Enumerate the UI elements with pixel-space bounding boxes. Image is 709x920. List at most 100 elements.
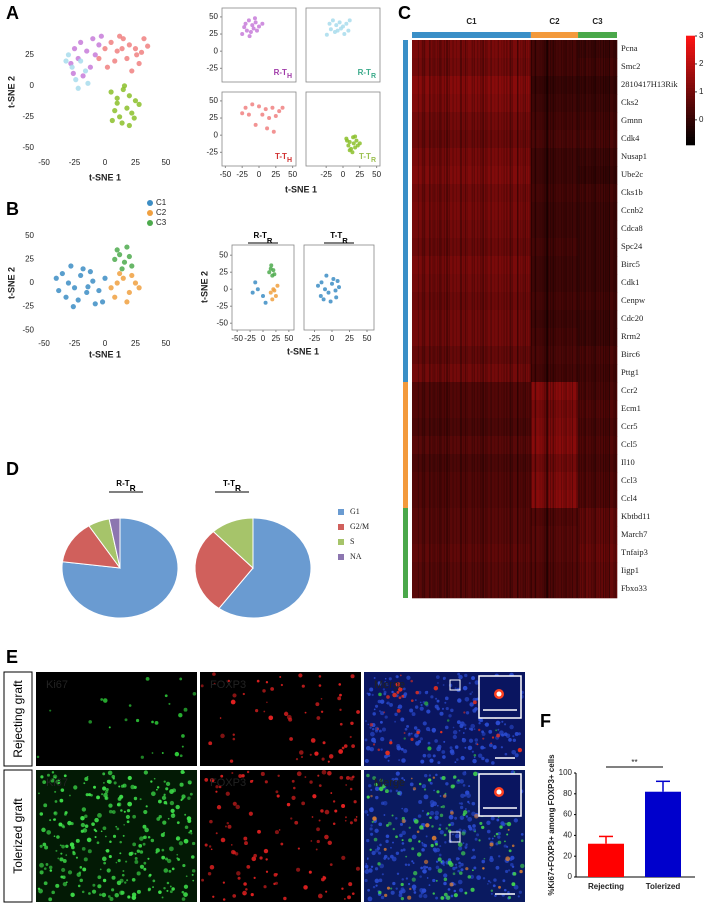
cell [151, 720, 154, 724]
cell [161, 795, 167, 801]
texture [584, 40, 585, 598]
y-axis-label: t-SNE 2 [6, 267, 16, 299]
cell [145, 805, 148, 808]
cell [65, 854, 68, 856]
cell [43, 867, 47, 870]
heatmap-cell [578, 184, 618, 203]
cell [421, 809, 424, 812]
cell [485, 758, 489, 763]
cell [383, 711, 386, 714]
cell [417, 814, 422, 818]
point [87, 64, 93, 70]
cell [462, 842, 465, 844]
heatmap-cell [578, 346, 618, 365]
cell [464, 891, 468, 895]
cell [318, 675, 322, 678]
cell [40, 775, 44, 779]
cell [111, 810, 116, 814]
cell [379, 710, 381, 713]
point [84, 289, 90, 296]
texture [554, 40, 556, 598]
cell [443, 881, 447, 886]
cell [407, 863, 411, 867]
cell [294, 820, 299, 825]
cell [440, 896, 445, 900]
cell [372, 816, 377, 821]
cell [401, 777, 404, 780]
cell [246, 865, 251, 869]
cell [463, 711, 466, 714]
cell [435, 697, 438, 700]
texture [600, 40, 602, 598]
cell [337, 696, 342, 701]
cell [437, 761, 441, 765]
micrograph-label: FOXP3 [210, 777, 246, 789]
cell [442, 794, 447, 798]
cell [444, 701, 447, 704]
cell [79, 878, 84, 883]
texture [471, 40, 473, 598]
texture [461, 40, 463, 598]
cell [468, 727, 472, 731]
texture [435, 40, 437, 598]
cell [308, 870, 312, 874]
point [338, 26, 343, 31]
cell [491, 761, 495, 765]
point [337, 20, 342, 25]
cell [441, 750, 446, 754]
cell [112, 777, 115, 780]
cell [470, 887, 475, 892]
cell [136, 871, 141, 876]
cell [400, 887, 405, 892]
cell [201, 878, 204, 882]
cell [134, 856, 138, 860]
point [267, 270, 272, 275]
texture [547, 40, 549, 598]
heatmap-cell [412, 346, 532, 365]
point [126, 289, 132, 296]
x-tick-label: -25 [320, 170, 332, 179]
legend-label: G2/M [350, 522, 369, 531]
y-tick-label: -25 [206, 147, 218, 156]
cell [514, 753, 519, 758]
y-axis-label: t-SNE 2 [6, 76, 16, 108]
point [124, 105, 130, 111]
texture [481, 40, 483, 598]
colorbar-step [686, 87, 695, 91]
cell [46, 830, 52, 835]
cell [80, 822, 86, 828]
cell [140, 755, 144, 759]
cell [232, 733, 235, 736]
cell [431, 727, 437, 733]
cell [318, 819, 321, 822]
texture [452, 40, 454, 598]
cell [444, 725, 449, 730]
cell [155, 848, 160, 853]
cell [478, 839, 481, 842]
heatmap-cell [530, 508, 579, 527]
point [78, 39, 84, 46]
point [82, 68, 89, 74]
cell [311, 816, 314, 818]
cell [465, 867, 469, 871]
cell [367, 692, 371, 696]
point [109, 117, 115, 124]
cell [191, 869, 196, 873]
texture [542, 40, 544, 598]
cell [435, 842, 438, 846]
texture [473, 40, 475, 598]
cell [383, 814, 386, 816]
point [63, 294, 69, 300]
cell [283, 711, 289, 717]
texture [531, 40, 532, 598]
cell [386, 702, 388, 705]
cell [370, 788, 373, 792]
cell [437, 868, 443, 874]
cell [488, 729, 493, 734]
colorbar-step [686, 38, 695, 42]
cell [230, 699, 236, 705]
cell [497, 816, 500, 819]
point [355, 143, 360, 148]
cell [448, 714, 452, 718]
cell [461, 817, 463, 820]
